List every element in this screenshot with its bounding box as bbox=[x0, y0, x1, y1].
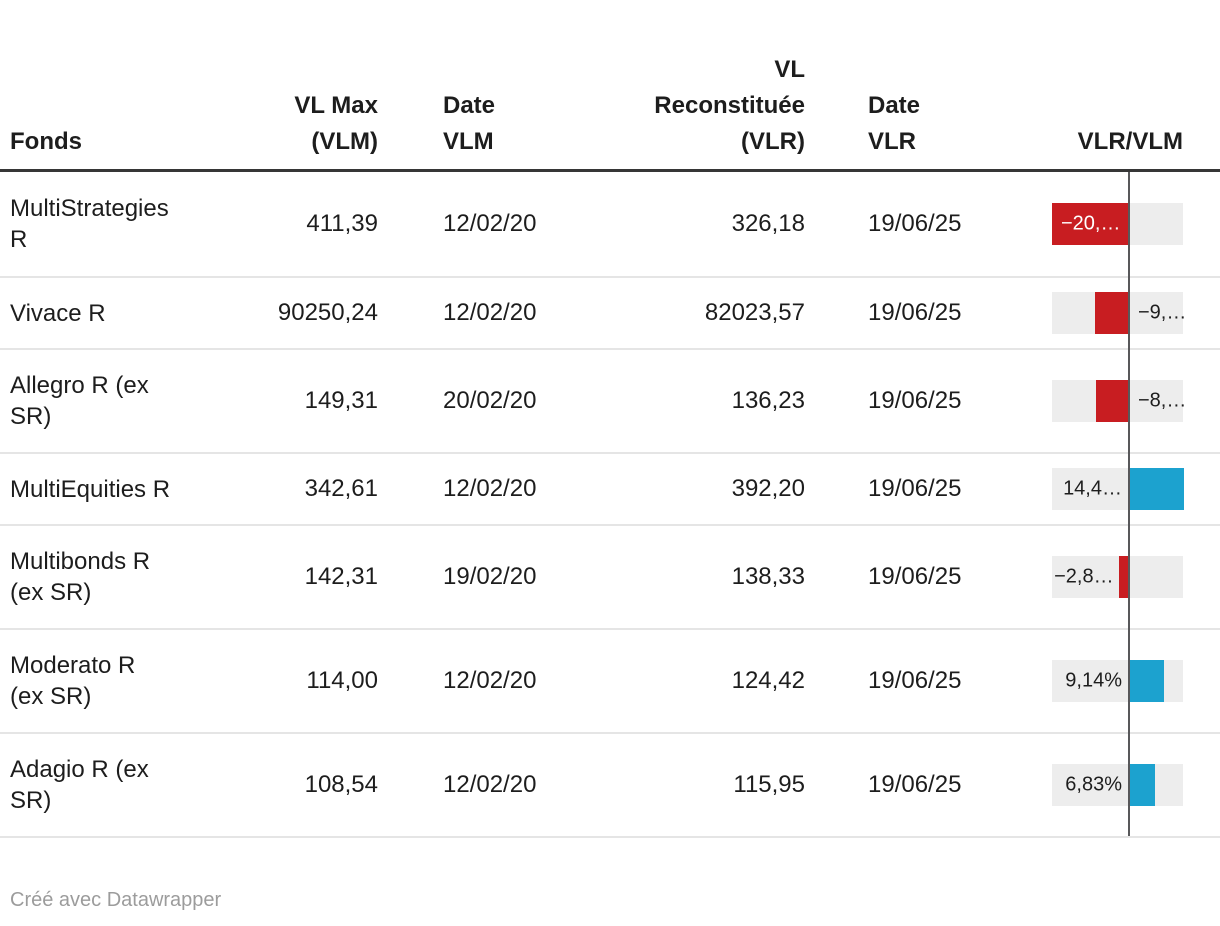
vlm-value: 149,31 bbox=[304, 387, 378, 414]
table-row: Multibonds R (ex SR) 142,31 19/02/20 138… bbox=[0, 524, 1220, 628]
column-header-vl-reconstituee: VL Reconstituée (VLR) bbox=[654, 56, 805, 155]
ratio-bar bbox=[1096, 380, 1129, 422]
ratio-value-label: 6,83% bbox=[1065, 773, 1122, 796]
fund-name: Vivace R bbox=[10, 299, 106, 327]
column-header-vl-max: VL Max (VLM) bbox=[294, 92, 378, 155]
date-vlr-value: 19/06/25 bbox=[868, 299, 962, 326]
table-row: Moderato R (ex SR) 114,00 12/02/20 124,4… bbox=[0, 628, 1220, 732]
date-vlr-value: 19/06/25 bbox=[868, 563, 962, 590]
column-header-date-vlr: Date VLR bbox=[868, 92, 921, 155]
vlm-value: 114,00 bbox=[306, 667, 378, 694]
column-header-vlr-vlm: VLR/VLM bbox=[1077, 128, 1183, 155]
ratio-value-label: −2,8… bbox=[1054, 565, 1114, 588]
fund-name: MultiStrategies R bbox=[10, 195, 169, 253]
vlm-value: 108,54 bbox=[304, 771, 378, 798]
date-vlr-value: 19/06/25 bbox=[868, 387, 962, 414]
vlm-value: 411,39 bbox=[306, 210, 378, 237]
vlm-value: 142,31 bbox=[304, 563, 378, 590]
date-vlm-value: 12/02/20 bbox=[443, 210, 537, 237]
date-vlr-value: 19/06/25 bbox=[868, 475, 962, 502]
vlr-value: 138,33 bbox=[731, 563, 805, 590]
date-vlr-value: 19/06/25 bbox=[868, 210, 962, 237]
fund-name: Multibonds R (ex SR) bbox=[10, 548, 151, 606]
table-body: MultiStrategies R 411,39 12/02/20 326,18… bbox=[0, 172, 1220, 838]
ratio-bar bbox=[1118, 556, 1129, 598]
bar-track bbox=[1052, 764, 1183, 806]
ratio-bar bbox=[1052, 203, 1129, 245]
vlr-value: 115,95 bbox=[733, 771, 805, 798]
ratio-value-label: 14,4… bbox=[1063, 477, 1122, 500]
vlm-value: 342,61 bbox=[304, 475, 378, 502]
ratio-bar bbox=[1095, 292, 1129, 334]
ratio-value-label: −8,… bbox=[1138, 389, 1187, 412]
vlr-value: 136,23 bbox=[731, 387, 805, 414]
date-vlm-value: 12/02/20 bbox=[443, 299, 537, 326]
date-vlr-value: 19/06/25 bbox=[868, 771, 962, 798]
vlr-value: 82023,57 bbox=[704, 299, 805, 326]
fund-name: Moderato R (ex SR) bbox=[10, 652, 136, 710]
date-vlm-value: 20/02/20 bbox=[443, 387, 537, 414]
fund-name: MultiEquities R bbox=[10, 475, 171, 503]
table-row: MultiEquities R 342,61 12/02/20 392,20 1… bbox=[0, 452, 1220, 524]
date-vlr-value: 19/06/25 bbox=[868, 667, 962, 694]
ratio-value-label: −9,… bbox=[1138, 301, 1187, 324]
date-vlm-value: 12/02/20 bbox=[443, 771, 537, 798]
datawrapper-credit: Créé avec Datawrapper bbox=[10, 889, 222, 911]
ratio-value-label: 9,14% bbox=[1065, 669, 1122, 692]
ratio-bar bbox=[1130, 468, 1184, 510]
fund-name: Allegro R (ex SR) bbox=[10, 372, 149, 430]
table-row: MultiStrategies R 411,39 12/02/20 326,18… bbox=[0, 172, 1220, 276]
vlm-value: 90250,24 bbox=[277, 299, 378, 326]
bar-track bbox=[1052, 556, 1183, 598]
date-vlm-value: 19/02/20 bbox=[443, 563, 537, 590]
vlr-value: 326,18 bbox=[731, 210, 805, 237]
date-vlm-value: 12/02/20 bbox=[443, 667, 537, 694]
vlr-value: 124,42 bbox=[731, 667, 805, 694]
ratio-bar bbox=[1130, 660, 1164, 702]
table-row: Allegro R (ex SR) 149,31 20/02/20 136,23… bbox=[0, 348, 1220, 452]
ratio-value-label: −20,… bbox=[1061, 212, 1121, 235]
zero-axis-line bbox=[1128, 172, 1130, 836]
column-header-fonds: Fonds bbox=[10, 128, 82, 155]
table-row: Adagio R (ex SR) 108,54 12/02/20 115,95 … bbox=[0, 732, 1220, 836]
table-header-row: Fonds VL Max (VLM) Date VLM VL Reconstit… bbox=[0, 0, 1220, 172]
column-header-date-vlm: Date VLM bbox=[443, 92, 496, 155]
table-row: Vivace R 90250,24 12/02/20 82023,57 19/0… bbox=[0, 276, 1220, 348]
fund-name: Adagio R (ex SR) bbox=[10, 756, 149, 814]
date-vlm-value: 12/02/20 bbox=[443, 475, 537, 502]
vlr-value: 392,20 bbox=[731, 475, 805, 502]
ratio-bar bbox=[1130, 764, 1156, 806]
